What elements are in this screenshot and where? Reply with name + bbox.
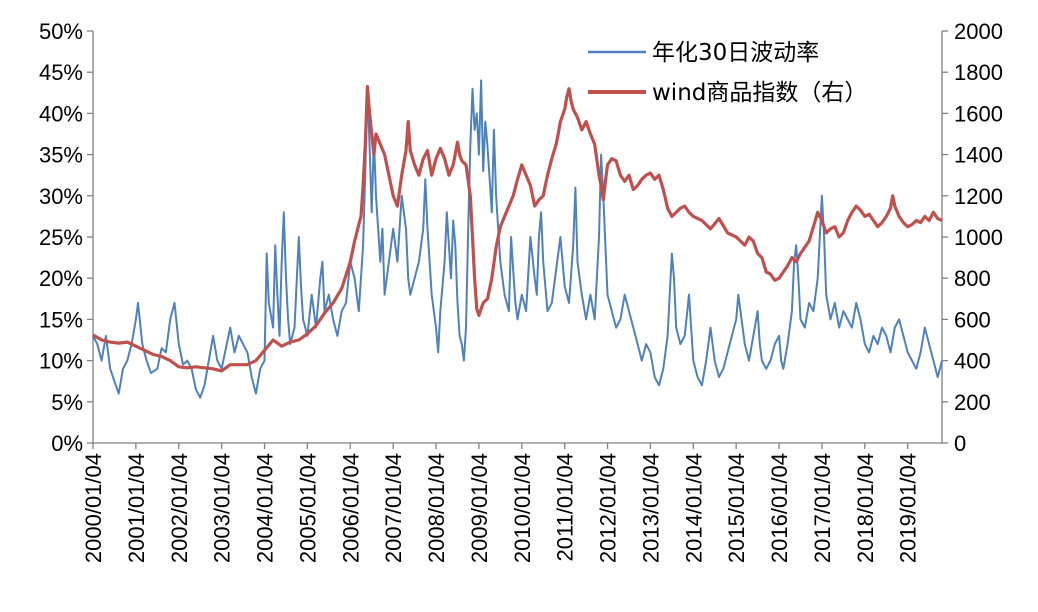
y-right-tick-label: 0 bbox=[954, 431, 966, 456]
x-tick-label: 2001/01/04 bbox=[124, 453, 149, 563]
y-left-tick-label: 45% bbox=[39, 60, 83, 85]
y-right-tick-label: 1400 bbox=[954, 143, 1003, 168]
x-tick-label: 2012/01/04 bbox=[596, 453, 621, 563]
x-tick-label: 2018/01/04 bbox=[853, 453, 878, 563]
y-left-tick-label: 30% bbox=[39, 184, 83, 209]
y-right-tick-label: 1000 bbox=[954, 225, 1003, 250]
x-tick-label: 2017/01/04 bbox=[810, 453, 835, 563]
y-right-tick-label: 200 bbox=[954, 390, 991, 415]
x-tick-label: 2010/01/04 bbox=[510, 453, 535, 563]
y-left-tick-label: 10% bbox=[39, 349, 83, 374]
y-right-tick-label: 1600 bbox=[954, 101, 1003, 126]
x-tick-label: 2013/01/04 bbox=[638, 453, 663, 563]
x-tick-label: 2003/01/04 bbox=[210, 453, 235, 563]
x-tick-label: 2005/01/04 bbox=[295, 453, 320, 563]
x-tick-label: 2019/01/04 bbox=[896, 453, 921, 563]
y-left-tick-label: 20% bbox=[39, 266, 83, 291]
x-tick-label: 2006/01/04 bbox=[338, 453, 363, 563]
y-right-tick-label: 2000 bbox=[954, 19, 1003, 44]
axes-layer: 0% 5% 10% 15% 20% 25% 30% 35% 40% 45% 50% 0 200 400 60… bbox=[39, 19, 1003, 563]
legend: 年化30日波动率 wind商品指数（右） bbox=[588, 40, 867, 106]
x-tick-label: 2016/01/04 bbox=[767, 453, 792, 563]
x-tick-label: 2002/01/04 bbox=[167, 453, 192, 563]
y-left-tick-label: 25% bbox=[39, 225, 83, 250]
x-tick-label: 2000/01/04 bbox=[81, 453, 106, 563]
series-layer bbox=[92, 79, 943, 399]
y-right-tick-label: 1800 bbox=[954, 60, 1003, 85]
y-right-tick-label: 800 bbox=[954, 266, 991, 291]
series-line-commodity-index bbox=[92, 84, 943, 373]
x-tick-label: 2007/01/04 bbox=[381, 453, 406, 563]
x-tick-label: 2004/01/04 bbox=[253, 453, 278, 563]
y-left-tick-label: 5% bbox=[51, 390, 83, 415]
y-left-tick-label: 15% bbox=[39, 307, 83, 332]
legend-label: wind商品指数（右） bbox=[652, 80, 867, 106]
x-tick-label: 2015/01/04 bbox=[724, 453, 749, 563]
x-tick-label: 2008/01/04 bbox=[424, 453, 449, 563]
x-tick-label: 2009/01/04 bbox=[467, 453, 492, 563]
legend-label: 年化30日波动率 bbox=[652, 40, 819, 66]
y-left-tick-label: 0% bbox=[51, 431, 83, 456]
y-right-tick-label: 400 bbox=[954, 349, 991, 374]
x-tick-label: 2014/01/04 bbox=[681, 453, 706, 563]
y-left-tick-label: 35% bbox=[39, 143, 83, 168]
series-line-volatility bbox=[92, 79, 943, 399]
y-right-tick-label: 600 bbox=[954, 307, 991, 332]
y-left-tick-label: 40% bbox=[39, 101, 83, 126]
x-tick-label: 2011/01/04 bbox=[553, 453, 578, 561]
y-left-tick-label: 50% bbox=[39, 19, 83, 44]
y-right-tick-label: 1200 bbox=[954, 184, 1003, 209]
